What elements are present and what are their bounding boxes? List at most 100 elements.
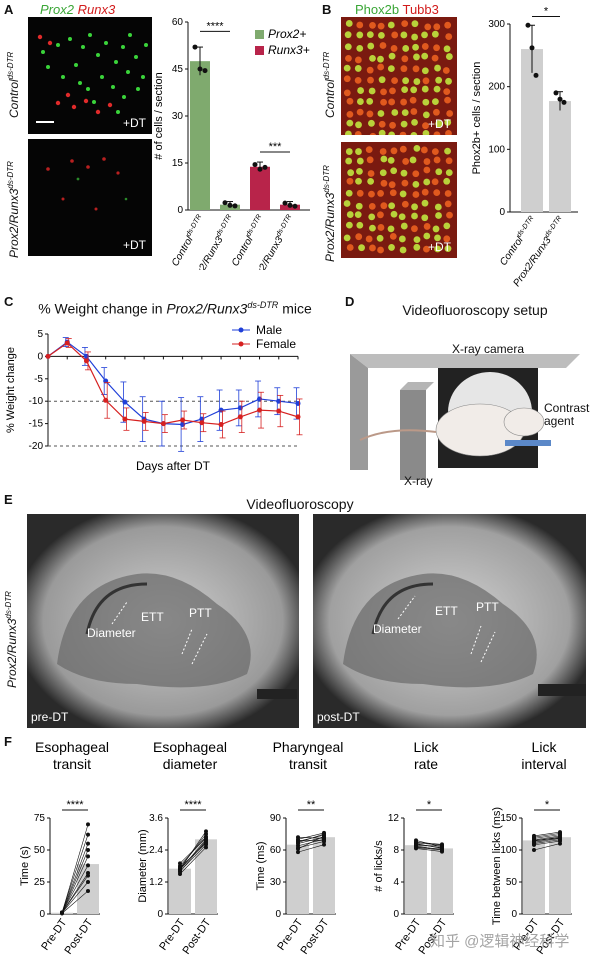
b-cell xyxy=(343,234,351,242)
b-cell xyxy=(411,33,419,41)
b-cell xyxy=(434,203,442,211)
b-cell xyxy=(411,20,419,28)
b-cell xyxy=(354,77,362,84)
f-title-line1: Lick xyxy=(532,739,558,755)
f-point xyxy=(204,836,208,840)
b-micrograph-mutant: +DT xyxy=(341,142,457,258)
f-pair-line xyxy=(297,833,325,843)
b-cell xyxy=(366,66,374,74)
a-y-tick-label: 45 xyxy=(172,64,184,75)
panel-label-d: D xyxy=(345,294,355,309)
b-cell xyxy=(356,98,364,105)
b-cell xyxy=(377,110,385,117)
b-cell xyxy=(347,169,355,177)
c-series-point xyxy=(160,421,166,427)
b-cell xyxy=(412,43,419,51)
e-pre-ptt: PTT xyxy=(189,606,212,620)
f-title-line1: Esophageal xyxy=(35,739,109,755)
b-cell xyxy=(343,89,351,97)
c-series-point xyxy=(64,340,70,346)
b-cell xyxy=(413,243,421,251)
b-cell xyxy=(420,146,428,154)
f-bar xyxy=(549,837,571,914)
a-sig-label-2: *** xyxy=(269,141,283,153)
b-y-tick-label: 200 xyxy=(488,82,505,93)
b-bar xyxy=(521,49,543,212)
b-cell xyxy=(443,235,451,243)
f-pair-line xyxy=(533,835,561,841)
b-cell xyxy=(433,23,441,31)
panel-label-b: B xyxy=(322,2,332,17)
b-cell xyxy=(413,144,421,152)
b-cell xyxy=(390,167,398,175)
a-micrograph-control: +DT xyxy=(28,17,152,134)
f-sig-label: ** xyxy=(307,799,316,811)
b-cell xyxy=(421,52,429,60)
b-cell xyxy=(356,189,364,197)
b-point xyxy=(529,45,535,51)
e-title: Videofluoroscopy xyxy=(246,496,354,512)
f-y-tick-label: 30 xyxy=(270,877,282,888)
panel-label-a: A xyxy=(4,2,14,17)
b-cell xyxy=(432,225,440,233)
b-cell xyxy=(423,178,431,186)
f-pair-line xyxy=(415,841,443,845)
a-row-label-control-text: Control xyxy=(7,79,21,118)
b-cell xyxy=(422,129,430,135)
c-series-point xyxy=(141,418,147,424)
b-cell xyxy=(444,118,452,126)
a-bar xyxy=(250,166,270,210)
f-pair-line xyxy=(61,890,89,914)
b-micrograph-control: +DT xyxy=(341,17,457,135)
b-cell xyxy=(442,67,450,74)
b-cell xyxy=(411,212,418,220)
b-cell xyxy=(401,109,409,117)
b-cell xyxy=(399,246,407,254)
b-cell xyxy=(434,64,441,72)
f-pair-line xyxy=(297,835,325,850)
b-y-tick-label: 100 xyxy=(488,144,505,155)
f-bar xyxy=(287,844,309,914)
b-cell xyxy=(368,119,375,127)
b-cell xyxy=(356,31,364,39)
c-legend-female: Female xyxy=(256,337,296,351)
b-cell xyxy=(435,212,442,219)
f-point xyxy=(86,854,90,859)
f-pair-line xyxy=(415,844,443,848)
f-y-tick-label: 50 xyxy=(34,845,46,856)
b-micrograph-control-cells xyxy=(343,20,454,135)
b-cell xyxy=(346,119,354,127)
f-y-tick-label: 12 xyxy=(388,813,400,824)
e-row-label: Prox2/Runx3ds-DTR xyxy=(4,591,19,688)
b-cell xyxy=(431,54,439,62)
b-cell xyxy=(399,190,407,198)
b-cell xyxy=(366,156,374,164)
b-cell xyxy=(413,78,421,85)
b-point xyxy=(557,96,563,102)
b-cell xyxy=(421,214,429,222)
b-row-label-mutant: Prox2/Runx3ds-DTR xyxy=(322,165,337,262)
b-cell xyxy=(346,111,354,118)
e-pre-ett: ETT xyxy=(141,610,164,624)
b-cell xyxy=(345,157,353,165)
a-legend-swatch-runx3 xyxy=(255,46,264,55)
c-series-point xyxy=(122,399,128,405)
b-cell xyxy=(365,146,373,154)
b-cell xyxy=(410,131,418,135)
b-cell xyxy=(391,109,399,116)
b-cell xyxy=(411,203,418,211)
d-xray-source-top xyxy=(400,382,434,390)
b-dt-label-1: +DT xyxy=(427,117,451,131)
f-pair-line xyxy=(533,838,561,843)
b-row-label-mutant-text: Prox2/Runx3 xyxy=(323,192,337,262)
a-point xyxy=(262,164,268,170)
c-series-point xyxy=(180,417,186,423)
f-y-tick-label: 25 xyxy=(34,877,46,888)
f-sig-label: * xyxy=(427,799,432,811)
b-cell xyxy=(356,157,364,165)
d-setup-illustration xyxy=(350,354,580,480)
b-cell xyxy=(355,148,362,155)
b-cell xyxy=(345,148,353,155)
a-point xyxy=(202,68,208,74)
f-y-tick-label: 0 xyxy=(275,909,281,920)
